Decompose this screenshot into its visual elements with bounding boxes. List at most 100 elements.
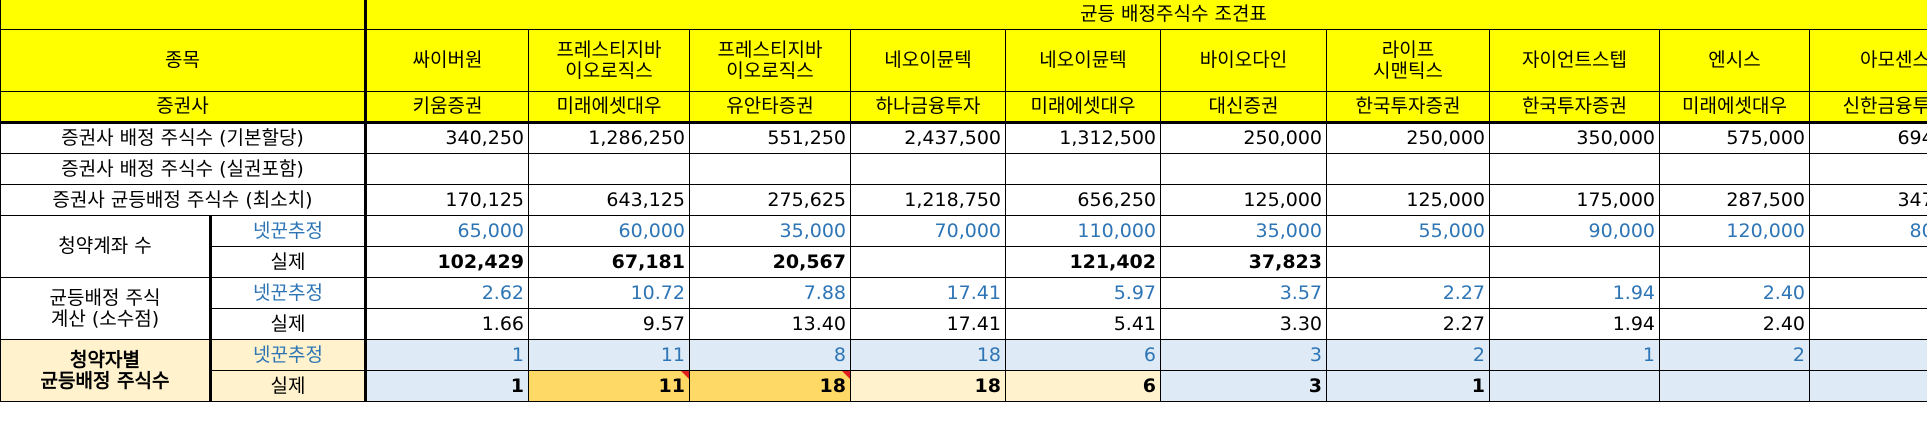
per-act-cell-8[interactable]	[1659, 370, 1810, 402]
alloc-basic-cell-8[interactable]: 575,000	[1659, 122, 1810, 154]
company-cell-2[interactable]: 프레스티지바 이오로직스	[689, 29, 851, 92]
acc-act-cell-1[interactable]: 67,181	[528, 246, 690, 278]
alloc-real-cell-2[interactable]	[689, 153, 851, 185]
company-cell-5[interactable]: 바이오다인	[1160, 29, 1327, 92]
per-act-cell-0[interactable]: 1	[365, 370, 529, 402]
calc-est-cell-0[interactable]: 2.62	[365, 277, 529, 309]
alloc-equal-cell-8[interactable]: 287,500	[1659, 184, 1810, 216]
per-est-cell-5[interactable]: 3	[1160, 339, 1327, 371]
accounts-actual-label[interactable]: 실제	[209, 246, 367, 278]
alloc-basic-cell-3[interactable]: 2,437,500	[850, 122, 1006, 154]
per-estimate-label[interactable]: 넷꾼추정	[209, 339, 367, 371]
broker-cell-5[interactable]: 대신증권	[1160, 91, 1327, 124]
calc-label[interactable]: 균등배정 주식 계산 (소수점)	[0, 277, 211, 340]
acc-est-cell-5[interactable]: 35,000	[1160, 215, 1327, 247]
calc-act-cell-5[interactable]: 3.30	[1160, 308, 1327, 340]
broker-cell-0[interactable]: 키움증권	[365, 91, 529, 124]
alloc-real-cell-8[interactable]	[1659, 153, 1810, 185]
acc-est-cell-9[interactable]: 80,000	[1808, 215, 1927, 247]
alloc-basic-cell-1[interactable]: 1,286,250	[528, 122, 690, 154]
alloc-equal-cell-6[interactable]: 125,000	[1326, 184, 1490, 216]
acc-act-cell-5[interactable]: 37,823	[1160, 246, 1327, 278]
alloc-basic-cell-4[interactable]: 1,312,500	[1005, 122, 1161, 154]
accounts-label[interactable]: 청약계좌 수	[0, 215, 211, 278]
acc-est-cell-6[interactable]: 55,000	[1326, 215, 1490, 247]
acc-act-cell-8[interactable]	[1659, 246, 1810, 278]
per-act-cell-4[interactable]: 6	[1005, 370, 1161, 402]
calc-estimate-label[interactable]: 넷꾼추정	[209, 277, 367, 309]
calc-act-cell-0[interactable]: 1.66	[365, 308, 529, 340]
calc-act-cell-7[interactable]: 1.94	[1489, 308, 1660, 340]
company-cell-1[interactable]: 프레스티지바 이오로직스	[528, 29, 690, 92]
per-est-cell-6[interactable]: 2	[1326, 339, 1490, 371]
alloc-equal-cell-0[interactable]: 170,125	[365, 184, 529, 216]
broker-cell-4[interactable]: 미래에셋대우	[1005, 91, 1161, 124]
calc-actual-label[interactable]: 실제	[209, 308, 367, 340]
alloc-basic-label[interactable]: 증권사 배정 주식수 (기본할당)	[0, 122, 367, 154]
acc-act-cell-2[interactable]: 20,567	[689, 246, 851, 278]
alloc-real-cell-9[interactable]	[1808, 153, 1927, 185]
acc-est-cell-3[interactable]: 70,000	[850, 215, 1006, 247]
alloc-basic-cell-5[interactable]: 250,000	[1160, 122, 1327, 154]
alloc-equal-cell-4[interactable]: 656,250	[1005, 184, 1161, 216]
broker-cell-6[interactable]: 한국투자증권	[1326, 91, 1490, 124]
alloc-equal-cell-2[interactable]: 275,625	[689, 184, 851, 216]
alloc-basic-cell-6[interactable]: 250,000	[1326, 122, 1490, 154]
calc-est-cell-5[interactable]: 3.57	[1160, 277, 1327, 309]
acc-act-cell-7[interactable]	[1489, 246, 1660, 278]
table-title[interactable]: 균등 배정주식수 조견표	[364, 0, 1927, 30]
calc-est-cell-7[interactable]: 1.94	[1489, 277, 1660, 309]
alloc-real-cell-5[interactable]	[1160, 153, 1327, 185]
alloc-real-cell-6[interactable]	[1326, 153, 1490, 185]
acc-est-cell-0[interactable]: 65,000	[365, 215, 529, 247]
company-cell-3[interactable]: 네오이뮨텍	[850, 29, 1006, 92]
per-label[interactable]: 청약자별 균등배정 주식수	[0, 339, 211, 402]
calc-act-cell-3[interactable]: 17.41	[850, 308, 1006, 340]
per-act-cell-3[interactable]: 18	[850, 370, 1006, 402]
acc-act-cell-0[interactable]: 102,429	[365, 246, 529, 278]
per-est-cell-4[interactable]: 6	[1005, 339, 1161, 371]
per-act-cell-1[interactable]: 11	[528, 370, 690, 402]
acc-act-cell-4[interactable]: 121,402	[1005, 246, 1161, 278]
acc-act-cell-6[interactable]	[1326, 246, 1490, 278]
alloc-real-cell-4[interactable]	[1005, 153, 1161, 185]
broker-cell-3[interactable]: 하나금융투자	[850, 91, 1006, 124]
alloc-real-cell-1[interactable]	[528, 153, 690, 185]
acc-est-cell-7[interactable]: 90,000	[1489, 215, 1660, 247]
broker-cell-2[interactable]: 유안타증권	[689, 91, 851, 124]
calc-act-cell-8[interactable]: 2.40	[1659, 308, 1810, 340]
calc-act-cell-6[interactable]: 2.27	[1326, 308, 1490, 340]
alloc-equal-cell-1[interactable]: 643,125	[528, 184, 690, 216]
calc-act-cell-2[interactable]: 13.40	[689, 308, 851, 340]
per-act-cell-5[interactable]: 3	[1160, 370, 1327, 402]
per-est-cell-3[interactable]: 18	[850, 339, 1006, 371]
acc-est-cell-2[interactable]: 35,000	[689, 215, 851, 247]
alloc-equal-cell-7[interactable]: 175,000	[1489, 184, 1660, 216]
calc-est-cell-2[interactable]: 7.88	[689, 277, 851, 309]
acc-est-cell-8[interactable]: 120,000	[1659, 215, 1810, 247]
broker-cell-8[interactable]: 미래에셋대우	[1659, 91, 1810, 124]
broker-label[interactable]: 증권사	[0, 91, 367, 124]
alloc-basic-cell-2[interactable]: 551,250	[689, 122, 851, 154]
accounts-estimate-label[interactable]: 넷꾼추정	[209, 215, 367, 247]
per-actual-label[interactable]: 실제	[209, 370, 367, 402]
alloc-equal-cell-5[interactable]: 125,000	[1160, 184, 1327, 216]
alloc-equal-cell-9[interactable]: 347,483	[1808, 184, 1927, 216]
alloc-basic-cell-0[interactable]: 340,250	[365, 122, 529, 154]
company-cell-4[interactable]: 네오이뮨텍	[1005, 29, 1161, 92]
calc-act-cell-1[interactable]: 9.57	[528, 308, 690, 340]
acc-act-cell-3[interactable]	[850, 246, 1006, 278]
acc-est-cell-1[interactable]: 60,000	[528, 215, 690, 247]
company-cell-9[interactable]: 아모센스	[1808, 29, 1927, 92]
alloc-real-label[interactable]: 증권사 배정 주식수 (실권포함)	[0, 153, 367, 185]
broker-cell-9[interactable]: 신한금융투자	[1808, 91, 1927, 124]
per-act-cell-6[interactable]: 1	[1326, 370, 1490, 402]
title-blank-cell[interactable]	[0, 0, 367, 30]
alloc-basic-cell-9[interactable]: 694,965	[1808, 122, 1927, 154]
calc-act-cell-9[interactable]: 4.34	[1808, 308, 1927, 340]
per-act-cell-2[interactable]: 18	[689, 370, 851, 402]
per-act-cell-9[interactable]	[1808, 370, 1927, 402]
acc-act-cell-9[interactable]	[1808, 246, 1927, 278]
alloc-real-cell-3[interactable]	[850, 153, 1006, 185]
per-est-cell-2[interactable]: 8	[689, 339, 851, 371]
